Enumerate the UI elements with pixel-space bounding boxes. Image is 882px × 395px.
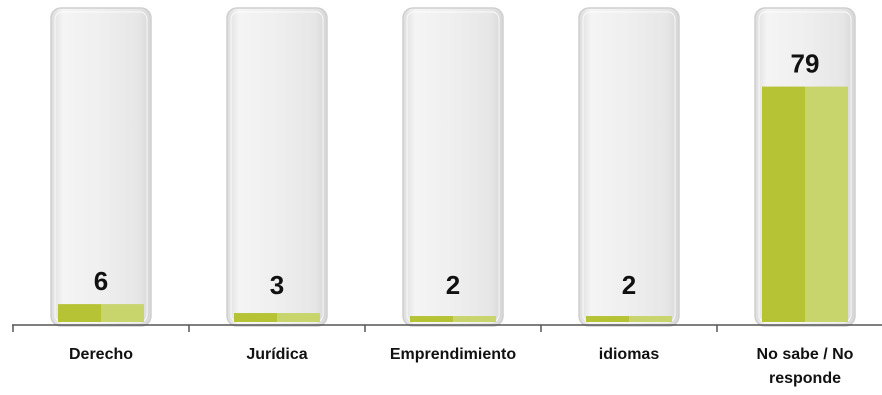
bar-5-left bbox=[762, 86, 805, 322]
bar-1-left bbox=[58, 304, 101, 322]
bar-4-left bbox=[586, 316, 629, 322]
category-labels-layer: Derecho Jurídica Emprendimiento idiomas No s… bbox=[69, 346, 854, 387]
bar-2-left bbox=[234, 313, 277, 322]
data-label-3: 2 bbox=[446, 270, 460, 300]
x-tick-label-1: Derecho bbox=[69, 346, 133, 363]
value-labels-layer: 6 3 2 2 79 bbox=[94, 49, 820, 300]
bar-3-right bbox=[453, 316, 496, 322]
bar-5-right bbox=[805, 86, 848, 322]
data-label-1: 6 bbox=[94, 266, 108, 296]
data-label-2: 3 bbox=[270, 270, 284, 300]
bar-2-right bbox=[277, 313, 320, 322]
x-tick-label-3: Emprendimiento bbox=[390, 346, 516, 363]
bar-3-left bbox=[410, 316, 453, 322]
x-tick-label-4: idiomas bbox=[599, 346, 660, 363]
x-tick-label-5: No sabe / No responde bbox=[757, 346, 854, 387]
bar-background-1 bbox=[50, 7, 152, 327]
bar-background-3 bbox=[402, 7, 504, 327]
bar-background-4 bbox=[578, 7, 680, 327]
bars-layer bbox=[58, 86, 848, 322]
bar-4-right bbox=[629, 316, 672, 322]
data-label-4: 2 bbox=[622, 270, 636, 300]
data-label-5: 79 bbox=[791, 49, 820, 79]
x-tick-label-2: Jurídica bbox=[246, 346, 307, 363]
x-axis bbox=[12, 324, 882, 332]
bar-background-2 bbox=[226, 7, 328, 327]
bar-1-right bbox=[101, 304, 144, 322]
